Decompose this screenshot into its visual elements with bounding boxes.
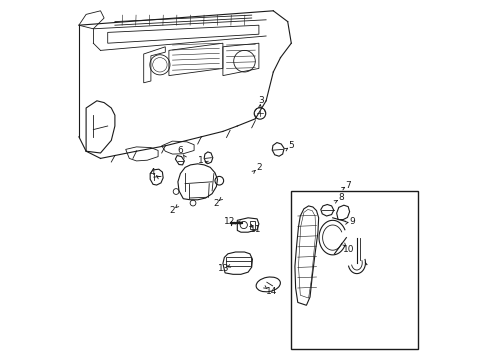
Text: 10: 10	[343, 245, 354, 253]
Bar	[290, 191, 418, 349]
Text: 3: 3	[257, 96, 263, 105]
Text: 1: 1	[197, 156, 203, 165]
Text: 4: 4	[150, 168, 155, 177]
Text: 13: 13	[218, 264, 229, 273]
Text: 8: 8	[338, 194, 344, 202]
Text: 9: 9	[349, 217, 355, 226]
Text: 2: 2	[256, 163, 261, 172]
Text: 12: 12	[224, 217, 235, 226]
Text: 2: 2	[169, 206, 175, 215]
Text: 7: 7	[345, 181, 350, 190]
Text: 6: 6	[177, 146, 183, 155]
Text: 5: 5	[288, 141, 294, 150]
Text: 2: 2	[212, 199, 218, 208]
Text: 11: 11	[249, 225, 261, 234]
Text: 14: 14	[265, 287, 277, 296]
